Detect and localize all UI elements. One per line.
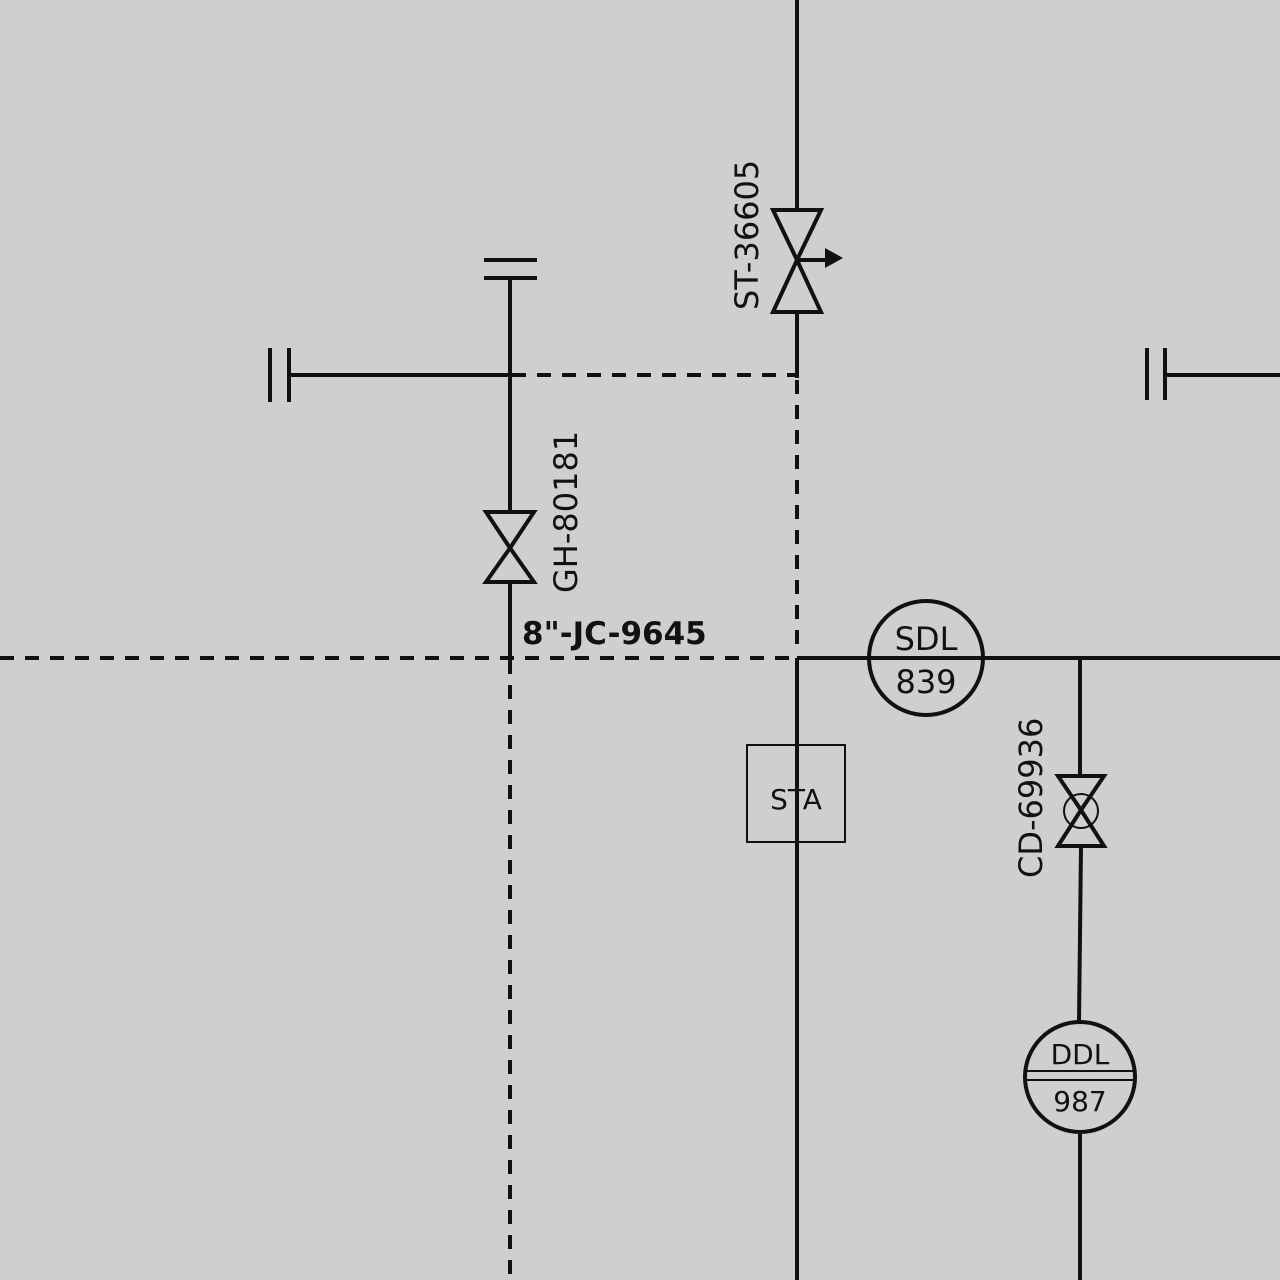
- equipment-box-sta[interactable]: STA: [746, 744, 846, 843]
- valve-ball-circle: [1063, 793, 1099, 829]
- instrument-number-987: 987: [1053, 1085, 1106, 1118]
- instrument-code-ddl: DDL: [1051, 1038, 1110, 1071]
- equipment-box-label: STA: [770, 783, 822, 816]
- pipe-branch-cd-bottom: [1077, 845, 1083, 1023]
- valve-st-36605[interactable]: [769, 208, 843, 314]
- valve-cd-69936[interactable]: [1054, 774, 1108, 848]
- valve-tag-cd-69936: CD-69936: [1012, 718, 1050, 878]
- valve-body-top-triangle: [482, 510, 538, 552]
- valve-body-top-triangle: [769, 208, 825, 265]
- valve-actuator-flag-icon: [825, 248, 843, 268]
- line-number-label: 8"-JC-9645: [522, 616, 707, 652]
- equipment-box-rect: [746, 744, 846, 843]
- valve-gh-80181[interactable]: [482, 510, 538, 584]
- instrument-sdl-839[interactable]: SDL 839: [867, 599, 985, 717]
- valve-body-bottom-triangle: [769, 255, 825, 314]
- valve-body-bottom-triangle: [482, 544, 538, 584]
- instrument-number-839: 839: [895, 663, 956, 701]
- valve-tag-gh-80181: GH-80181: [547, 431, 585, 593]
- valve-body-top-triangle: [1054, 774, 1108, 814]
- instrument-ddl-987[interactable]: DDL 987: [1023, 1020, 1137, 1134]
- valve-tag-st-36605: ST-36605: [728, 160, 766, 310]
- instrument-code-sdl: SDL: [895, 620, 958, 658]
